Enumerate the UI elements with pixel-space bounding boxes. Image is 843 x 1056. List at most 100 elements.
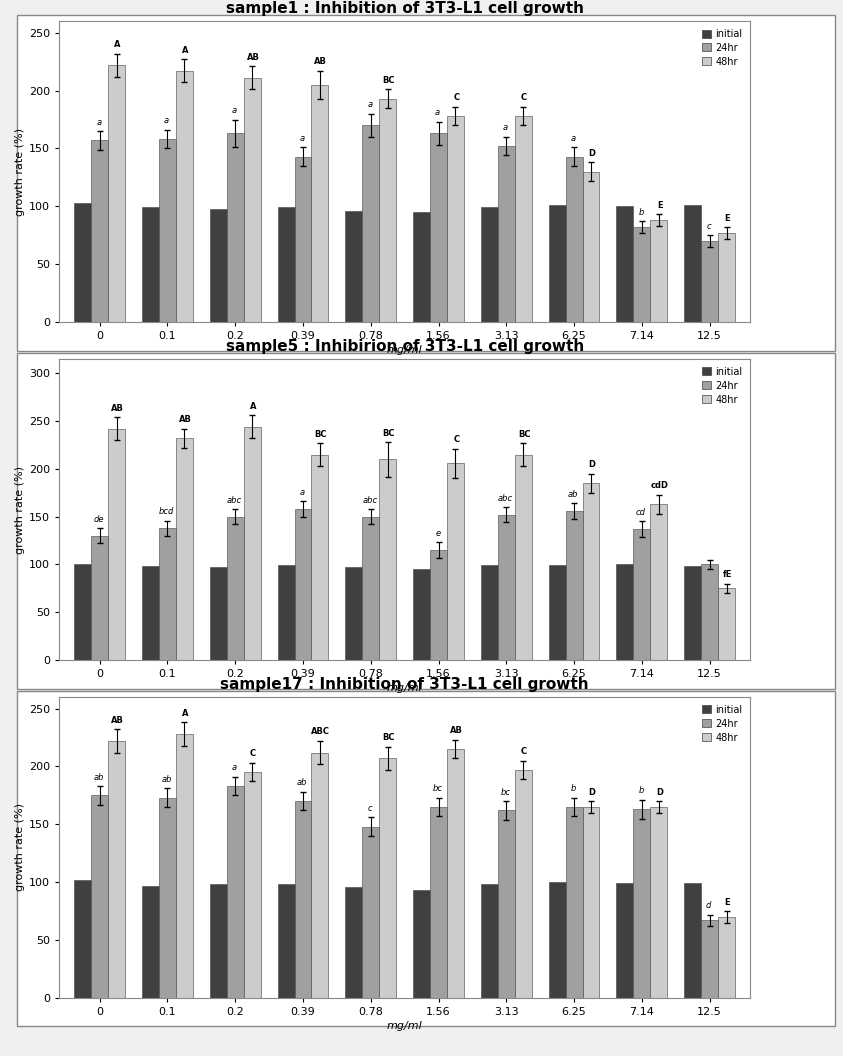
Bar [685, 205, 701, 322]
Text: ab: ab [568, 490, 578, 498]
Text: ab: ab [161, 775, 172, 784]
Bar [227, 133, 244, 322]
Bar [346, 567, 362, 660]
Text: cdD: cdD [651, 482, 668, 490]
Bar [481, 207, 498, 322]
Text: C: C [521, 747, 527, 756]
Text: abc: abc [227, 495, 242, 505]
Bar [346, 887, 362, 998]
Text: bcd: bcd [159, 507, 175, 516]
Bar [159, 139, 176, 322]
Bar [91, 535, 108, 660]
Bar [244, 772, 260, 998]
Text: a: a [368, 100, 373, 109]
Legend: initial, 24hr, 48hr: initial, 24hr, 48hr [699, 364, 745, 408]
Bar [362, 827, 379, 998]
Text: A: A [182, 45, 189, 55]
Bar [227, 516, 244, 660]
Text: ab: ab [94, 773, 104, 781]
Bar [294, 802, 311, 998]
Text: a: a [571, 134, 576, 143]
Text: fE: fE [722, 570, 732, 579]
Bar [294, 509, 311, 660]
Bar [498, 810, 515, 998]
Bar [277, 565, 294, 660]
Y-axis label: growth rate (%): growth rate (%) [14, 466, 24, 553]
Bar [616, 565, 633, 660]
Text: b: b [571, 785, 576, 793]
Bar [549, 882, 566, 998]
Text: E: E [725, 213, 730, 223]
Bar [108, 65, 125, 322]
Bar [633, 809, 650, 998]
Bar [142, 886, 159, 998]
Bar [362, 126, 379, 322]
Text: cd: cd [636, 508, 646, 517]
Text: D: D [588, 149, 595, 157]
Text: AB: AB [246, 53, 260, 61]
Bar [379, 459, 396, 660]
Bar [685, 566, 701, 660]
X-axis label: mg/ml: mg/ml [387, 1021, 422, 1031]
Bar [227, 786, 244, 998]
Text: d: d [706, 901, 711, 910]
Text: C: C [250, 750, 256, 758]
Text: a: a [232, 763, 237, 772]
Text: A: A [250, 402, 256, 411]
Bar [616, 206, 633, 322]
Text: AB: AB [314, 57, 327, 67]
Bar [142, 207, 159, 322]
Bar [379, 758, 396, 998]
Text: D: D [588, 788, 595, 796]
Bar [108, 741, 125, 998]
Bar [244, 78, 260, 322]
Bar [481, 565, 498, 660]
Text: c: c [368, 804, 373, 813]
Text: D: D [656, 788, 663, 796]
Text: AB: AB [179, 415, 191, 425]
Bar [142, 566, 159, 660]
Text: a: a [299, 488, 304, 497]
Bar [701, 921, 718, 998]
Bar [346, 211, 362, 322]
Bar [566, 156, 583, 322]
Bar [176, 438, 193, 660]
Bar [650, 807, 668, 998]
Text: D: D [588, 460, 595, 469]
Bar [159, 797, 176, 998]
Text: a: a [232, 106, 237, 115]
Bar [498, 514, 515, 660]
Bar [447, 116, 464, 322]
Text: BC: BC [382, 76, 395, 84]
Bar [159, 528, 176, 660]
Text: a: a [164, 116, 169, 126]
Bar [549, 565, 566, 660]
Bar [311, 454, 329, 660]
Bar [277, 885, 294, 998]
Bar [583, 807, 599, 998]
Bar [430, 807, 447, 998]
Bar [633, 227, 650, 322]
Bar [650, 221, 668, 322]
Bar [566, 511, 583, 660]
Text: b: b [638, 787, 644, 795]
Bar [176, 734, 193, 998]
Text: ABC: ABC [311, 728, 330, 736]
Text: a: a [96, 117, 101, 127]
Bar [413, 212, 430, 322]
Bar [91, 140, 108, 322]
Title: sample5 : Inhibirion of 3T3-L1 cell growth: sample5 : Inhibirion of 3T3-L1 cell grow… [226, 339, 583, 354]
Bar [210, 567, 227, 660]
Text: C: C [454, 93, 459, 102]
Bar [583, 484, 599, 660]
Title: sample17 : Inhibition of 3T3-L1 cell growth: sample17 : Inhibition of 3T3-L1 cell gro… [220, 677, 589, 692]
Legend: initial, 24hr, 48hr: initial, 24hr, 48hr [699, 26, 745, 70]
Bar [549, 205, 566, 322]
Bar [701, 565, 718, 660]
Bar [176, 71, 193, 322]
Bar [74, 880, 91, 998]
Text: BC: BC [314, 430, 327, 438]
Text: E: E [657, 201, 663, 210]
Bar [633, 529, 650, 660]
Text: AB: AB [450, 727, 463, 735]
